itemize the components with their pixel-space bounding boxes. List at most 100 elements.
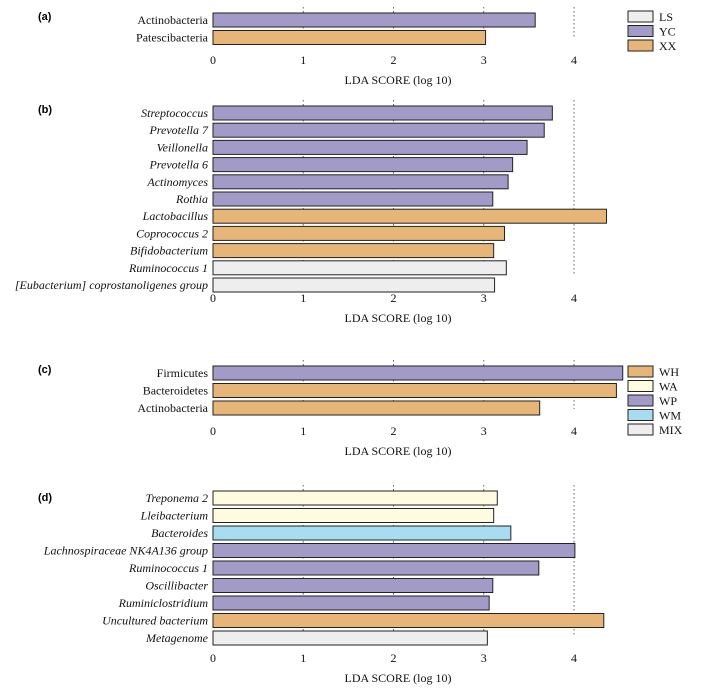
category-label: Rothia [175,192,208,206]
legend-swatch [627,39,654,52]
category-label: Coprococcus 2 [136,226,208,240]
bar [212,139,528,155]
bar [212,260,507,276]
category-label: [Eubacterium] coprostanoligenes group [15,278,208,292]
category-label: Lachnospiraceae NK4A136 group [43,544,208,558]
bar [212,383,617,398]
x-tick-label: 3 [481,291,487,305]
x-axis-label: LDA SCORE (log 10) [344,311,451,325]
category-label: Bacteroides [151,526,208,540]
x-axis-label: LDA SCORE (log 10) [344,671,451,685]
panel-label: (b) [38,104,52,116]
bar [212,122,545,138]
x-tick-label: 2 [391,291,397,305]
category-label: Lleibacterium [140,509,209,523]
category-label: Prevotella 7 [148,123,209,137]
bar [212,508,495,523]
legend-swatch [627,409,654,421]
category-label: Ruminiclostridium [118,596,209,610]
bar [212,613,605,628]
bar [212,208,607,224]
x-tick-label: 2 [391,651,397,665]
category-label: Veillonella [157,140,208,154]
category-label: Actinobacteria [137,13,208,27]
bar [212,595,490,611]
panel-d: (d) Treponema 2 Lleibacterium Bacteroides La… [38,485,605,685]
category-label: Firmicutes [157,366,209,380]
legend-label: XX [659,39,677,53]
category-label: Ruminococcus 1 [128,261,208,275]
x-tick-label: 4 [571,53,577,67]
bar [212,525,512,541]
x-tick-label: 0 [210,651,216,665]
x-tick-label: 1 [300,53,306,67]
bar [212,157,514,173]
legend-label: WH [659,365,679,379]
legend-swatch [627,10,654,23]
x-tick-label: 1 [300,651,306,665]
bar [212,243,495,259]
category-label: Uncultured bacterium [102,614,208,628]
category-label: Actinomyces [146,175,208,189]
legend-swatch [627,365,654,378]
category-label: Actinobacteria [137,401,208,415]
category-label: Bacteroidetes [143,384,209,398]
bar [212,191,494,207]
bar [212,225,506,241]
x-tick-label: 0 [210,53,216,67]
bar [212,277,496,293]
panel-c: (c) Firmicutes Bacteroidetes Actinobacteria… [38,360,683,458]
category-label: Bifidobacterium [130,244,208,258]
x-tick-label: 3 [481,651,487,665]
x-tick-label: 4 [571,291,577,305]
x-tick-label: 0 [210,291,216,305]
category-label: Prevotella 6 [148,158,208,172]
bar [212,400,541,416]
x-axis-label: LDA SCORE (log 10) [344,73,451,87]
x-axis-label: LDA SCORE (log 10) [344,444,451,458]
panel-label: (c) [38,364,52,376]
category-label: Streptococcus [141,106,208,120]
x-tick-label: 1 [300,424,306,438]
bar [212,365,624,381]
legend-swatch [627,25,654,37]
x-tick-label: 4 [571,424,577,438]
category-label: Patescibacteria [136,31,209,45]
panel-b: (b) Streptococcus Prevotella 7 Veillonella P… [15,100,607,325]
bar [212,490,498,506]
legend-swatch [627,423,654,436]
legend-swatch [627,394,654,407]
bar [212,543,576,558]
bar [212,105,553,121]
legend-label: LS [659,10,673,24]
legend-label: YC [659,25,676,39]
bar [212,174,509,190]
bar [212,30,487,45]
panel-label: (a) [38,11,52,23]
category-label: Treponema 2 [145,491,208,505]
category-label: Metagenome [145,631,209,645]
x-tick-label: 3 [481,424,487,438]
legend-swatch [627,380,654,392]
bar [212,630,488,646]
category-label: Lactobacillus [142,209,209,223]
legend-label: WA [659,380,678,394]
legend-label: WM [659,409,681,423]
bar [212,578,494,593]
x-tick-label: 2 [391,424,397,438]
x-tick-label: 0 [210,424,216,438]
x-tick-label: 2 [391,53,397,67]
panel-label: (d) [38,492,52,504]
category-label: Oscillibacter [145,579,208,593]
bar [212,560,540,576]
category-label: Ruminococcus 1 [128,561,208,575]
legend-label: WP [659,394,677,408]
x-tick-label: 1 [300,291,306,305]
bar [212,12,536,28]
legend-label: MIX [659,423,683,437]
x-tick-label: 4 [571,651,577,665]
